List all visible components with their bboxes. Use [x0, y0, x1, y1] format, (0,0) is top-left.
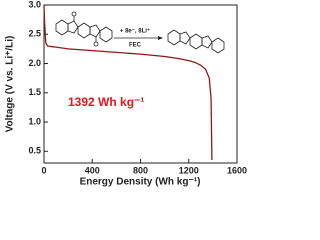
y-tick-label: 1.5 [28, 87, 41, 97]
y-tick-label: 2.0 [28, 58, 41, 68]
product-molecule [167, 29, 225, 54]
x-tick-label: 400 [85, 165, 100, 175]
reaction-arrowhead [158, 36, 163, 40]
annotation: 1392 Wh kg⁻¹ [68, 95, 144, 109]
y-tick-label: 0.5 [28, 146, 41, 156]
y-tick-label: 1.0 [28, 116, 41, 126]
y-tick-label: 3.0 [28, 0, 41, 9]
data-line [43, 4, 213, 161]
x-axis-label: Energy Density (Wh kg⁻¹) [80, 177, 201, 188]
x-tick-label: 800 [133, 165, 148, 175]
annotation: FEC [129, 43, 142, 49]
x-tick-label: 0 [41, 165, 46, 175]
y-tick-label: 2.5 [28, 29, 41, 39]
annotation: + 8e⁻, 8Li⁺ [120, 28, 150, 35]
chart: Voltage (V vs. Li⁺/Li) Energy Density (W… [5, 0, 247, 188]
reactant-molecule [55, 11, 113, 47]
y-axis-label: Voltage (V vs. Li⁺/Li) [5, 36, 16, 133]
x-tick-label: 1200 [179, 165, 199, 175]
x-tick-label: 1600 [227, 165, 247, 175]
